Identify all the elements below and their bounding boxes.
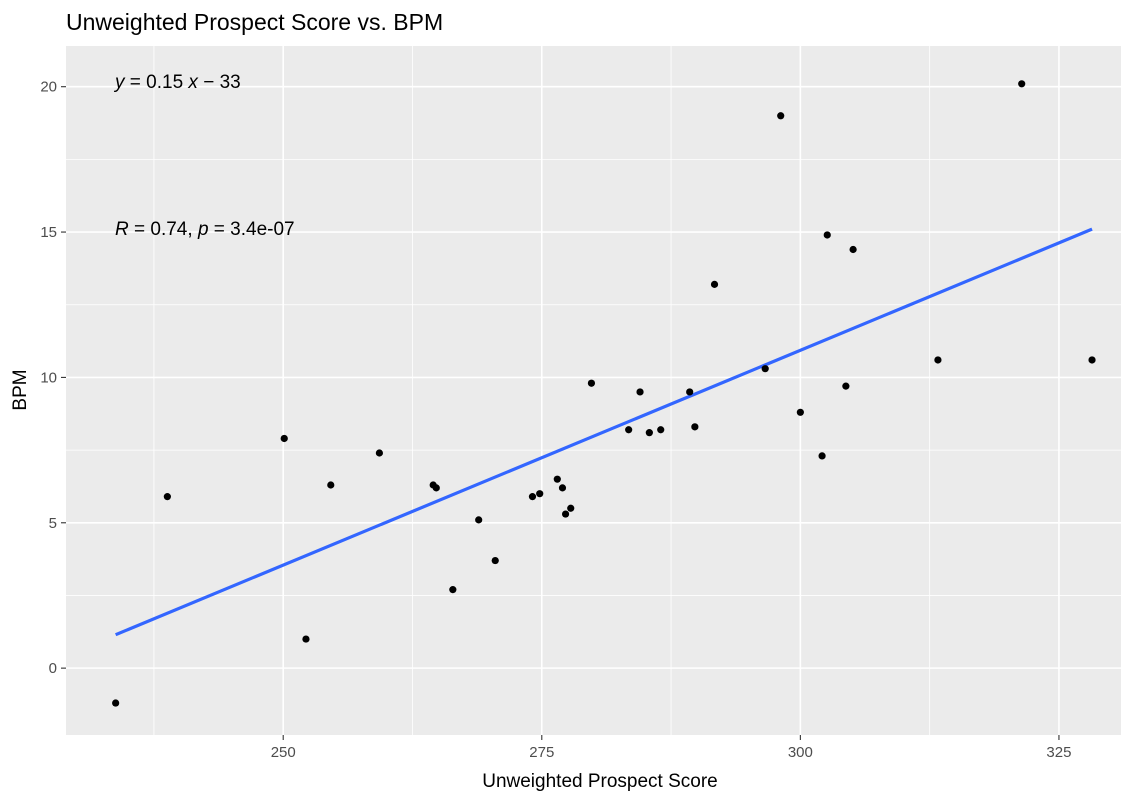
data-point — [1088, 356, 1096, 364]
data-point — [849, 245, 857, 254]
x-tick-label: 275 — [529, 744, 554, 761]
equation-x-var: x — [187, 72, 199, 93]
x-tick-label: 250 — [271, 744, 296, 761]
data-point — [475, 516, 483, 524]
data-point — [449, 586, 457, 594]
data-point — [691, 423, 699, 431]
x-axis-ticks: 250 275 300 325 — [271, 735, 1071, 761]
data-point — [491, 556, 499, 565]
grid-lines — [66, 46, 1121, 735]
data-point — [587, 379, 596, 387]
x-tick-label: 300 — [788, 744, 813, 761]
fit-line-group — [115, 227, 1093, 637]
data-point — [657, 426, 665, 434]
y-axis-ticks: 0 5 10 15 20 — [40, 79, 66, 677]
data-point — [536, 490, 544, 498]
data-point — [710, 280, 719, 288]
data-point — [112, 699, 120, 707]
data-point — [528, 493, 537, 501]
data-point — [163, 493, 171, 501]
data-point — [302, 635, 310, 643]
data-point — [375, 449, 383, 457]
data-point — [553, 475, 561, 483]
data-point — [842, 382, 850, 390]
data-point — [561, 510, 570, 518]
x-axis-title: Unweighted Prospect Score — [482, 771, 718, 792]
data-point — [934, 356, 942, 364]
y-tick-label: 20 — [40, 79, 57, 96]
y-tick-label: 15 — [40, 224, 57, 241]
data-point — [567, 504, 575, 512]
chart-title: Unweighted Prospect Score vs. BPM — [66, 9, 443, 35]
stats-p-var: p — [197, 219, 209, 240]
data-point — [823, 231, 831, 239]
y-axis-title: BPM — [10, 369, 31, 410]
data-point — [636, 388, 644, 396]
equation-part-1: = 0.15 — [125, 72, 189, 93]
equation-y-var: y — [113, 72, 126, 93]
equation-annotation: y = 0.15 x − 33 — [113, 72, 241, 93]
data-point — [645, 429, 653, 437]
stats-r-var: R — [115, 219, 129, 240]
y-tick-label: 0 — [49, 660, 57, 677]
x-tick-label: 325 — [1046, 744, 1071, 761]
data-point — [777, 112, 785, 120]
data-point — [796, 408, 804, 416]
equation-part-2: − 33 — [198, 72, 241, 93]
data-point — [686, 388, 694, 396]
stats-r-value: = 0.74, — [129, 219, 198, 240]
y-tick-label: 5 — [49, 515, 57, 532]
data-point — [625, 426, 633, 434]
data-point — [327, 481, 335, 489]
data-point — [280, 434, 288, 443]
regression-line — [115, 227, 1093, 637]
y-tick-label: 10 — [40, 369, 57, 386]
stats-p-value: = 3.4e-07 — [209, 219, 295, 240]
data-point — [558, 484, 567, 492]
correlation-annotation: R = 0.74, p = 3.4e-07 — [115, 219, 295, 240]
data-point — [432, 484, 440, 492]
data-point — [761, 365, 769, 373]
data-point — [1018, 80, 1026, 88]
data-points — [112, 80, 1096, 707]
plot-panel — [66, 46, 1121, 735]
data-point — [818, 452, 826, 460]
